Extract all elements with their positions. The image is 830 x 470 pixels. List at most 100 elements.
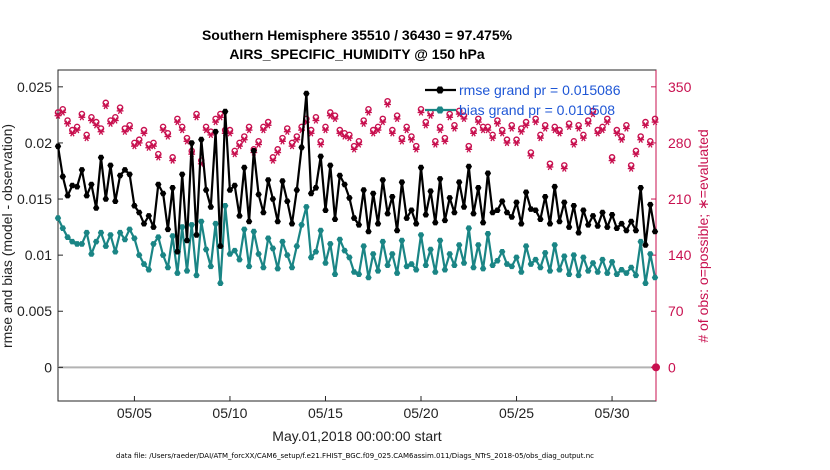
evaluated-count-point	[226, 130, 234, 137]
rmse-point	[260, 209, 267, 216]
rmse-point	[393, 227, 401, 234]
rmse-point	[207, 204, 214, 210]
evaluated-count-point	[231, 150, 239, 158]
rmse-point	[116, 172, 124, 179]
y-left-tick-label: 0.005	[17, 303, 52, 319]
y-right-tick-label: 280	[668, 135, 692, 151]
rmse-point	[651, 228, 659, 235]
rmse-point	[336, 172, 343, 179]
evaluated-count-point	[546, 163, 554, 171]
rmse-point	[327, 162, 334, 169]
evaluated-count-point	[417, 109, 425, 116]
bias-point	[336, 236, 343, 243]
rmse-point	[513, 199, 520, 206]
evaluated-count-point	[622, 125, 630, 132]
bias-point	[503, 261, 511, 267]
rmse-point	[403, 215, 410, 221]
rmse-point	[322, 207, 329, 213]
rmse-point	[484, 170, 492, 176]
rmse-point	[503, 209, 511, 216]
rmse-point	[527, 206, 535, 212]
x-tick-label: 05/15	[308, 405, 343, 421]
evaluated-count-point	[345, 134, 353, 142]
bias-point	[136, 252, 143, 258]
evaluated-count-point	[92, 122, 100, 129]
bias-point	[217, 280, 224, 286]
rmse-point	[613, 225, 620, 231]
bias-point	[83, 229, 90, 236]
rmse-point	[417, 164, 425, 171]
rmse-point	[565, 224, 573, 230]
bias-point	[102, 243, 109, 249]
rmse-point	[384, 210, 391, 217]
bias-point	[322, 260, 329, 266]
bias-point	[112, 249, 119, 255]
evaluated-count-point	[494, 120, 501, 127]
bias-point	[284, 252, 291, 258]
bias-point	[121, 236, 129, 243]
evaluated-count-point	[73, 126, 81, 134]
evaluated-count-point	[111, 117, 119, 124]
rmse-point	[265, 177, 272, 183]
evaluated-count-point	[455, 110, 463, 118]
evaluated-count-point	[384, 101, 391, 108]
bias-point	[73, 241, 81, 247]
rmse-point	[489, 209, 496, 216]
rmse-point	[93, 205, 100, 211]
plot-area	[57, 69, 657, 402]
bias-point	[54, 215, 62, 221]
evaluated-count-point	[618, 136, 626, 143]
bias-point	[413, 267, 420, 273]
bias-point	[446, 251, 453, 257]
rmse-point	[288, 220, 296, 227]
bias-point	[155, 234, 162, 240]
evaluated-count-point	[398, 138, 406, 145]
bias-point	[226, 251, 234, 257]
evaluated-count-point	[236, 142, 243, 150]
rmse-point	[446, 195, 453, 201]
bias-point	[207, 263, 214, 270]
evaluated-count-point	[341, 133, 348, 140]
rmse-point	[164, 226, 172, 233]
rmse-point	[427, 188, 434, 194]
evaluated-count-point	[646, 141, 654, 148]
rmse-point	[470, 210, 477, 217]
bias-point	[508, 263, 515, 270]
bias-point	[484, 231, 492, 237]
rmse-point	[222, 108, 229, 115]
rmse-point	[370, 190, 377, 197]
evaluated-count-point	[145, 144, 153, 152]
bias-point	[179, 224, 186, 230]
evaluated-count-point	[83, 134, 91, 142]
evaluated-count-point	[216, 114, 224, 121]
bias-point	[379, 238, 386, 245]
evaluated-count-point	[97, 128, 105, 135]
rmse-point	[346, 195, 353, 201]
rmse-point	[145, 213, 152, 219]
bias-point	[441, 267, 449, 273]
y-left-tick-label: 0.015	[17, 191, 52, 207]
evaluated-count-point	[537, 134, 544, 142]
rmse-point	[604, 224, 611, 230]
evaluated-count-point	[441, 138, 449, 145]
right-axis-zero-marker	[652, 363, 660, 372]
y-left-tick-label: 0.025	[17, 79, 52, 95]
evaluated-count-point	[579, 134, 587, 142]
evaluated-count-point	[279, 138, 286, 145]
evaluated-count-point	[651, 118, 659, 126]
rmse-point	[73, 183, 81, 190]
evaluated-count-point	[59, 109, 67, 116]
evaluated-count-point	[116, 107, 124, 115]
bias-point	[298, 222, 305, 228]
bias-point	[198, 218, 205, 225]
rmse-point	[499, 198, 506, 204]
rmse-point	[546, 220, 554, 227]
evaluated-count-point	[78, 114, 86, 121]
rmse-point	[107, 162, 114, 169]
evaluated-count-point	[527, 152, 535, 160]
bias-point	[231, 247, 238, 254]
evaluated-count-point	[589, 110, 597, 118]
evaluated-count-point	[460, 115, 468, 123]
bias-point	[417, 232, 425, 238]
